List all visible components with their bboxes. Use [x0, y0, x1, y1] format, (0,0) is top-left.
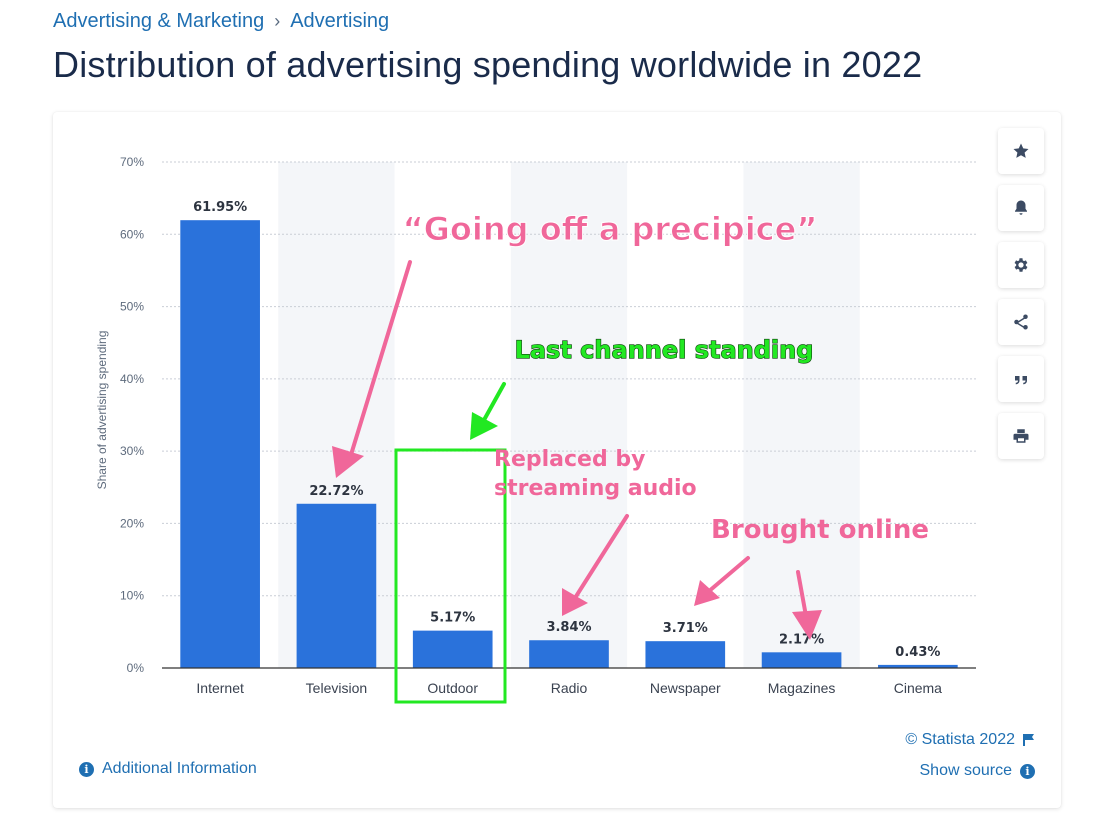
x-tick-label: Radio	[551, 680, 588, 696]
annotation-brought-online: Brought online	[711, 515, 929, 545]
quote-icon	[1015, 376, 1027, 385]
bar-cinema[interactable]	[878, 664, 958, 668]
x-tick-label: Outdoor	[427, 680, 478, 696]
additional-info-label: Additional Information	[102, 760, 257, 777]
y-tick-label: 10%	[120, 589, 144, 603]
outdoor-highlight-box	[394, 448, 507, 704]
arrow-to-radio	[562, 514, 629, 616]
arrow-to-newspaper	[694, 556, 750, 606]
breadcrumb-link-subcategory[interactable]: Advertising	[290, 10, 390, 32]
y-axis-label: Share of advertising spending	[95, 331, 109, 490]
breadcrumb: Advertising & Marketing › Advertising	[53, 10, 389, 33]
info-icon: i	[79, 761, 94, 777]
share-button[interactable]	[998, 299, 1044, 345]
bell-icon	[1015, 200, 1027, 215]
print-button[interactable]	[998, 413, 1044, 459]
cite-button[interactable]	[998, 356, 1044, 402]
data-label: 61.95%	[193, 200, 247, 215]
copyright: © Statista 2022	[905, 731, 1035, 749]
y-tick-label: 30%	[120, 444, 144, 458]
breadcrumb-separator: ›	[274, 11, 281, 31]
y-tick-label: 60%	[120, 227, 144, 241]
y-tick-label: 40%	[120, 372, 144, 386]
x-tick-label: Internet	[196, 680, 244, 696]
x-tick-label: Newspaper	[650, 680, 721, 696]
y-tick-label: 0%	[127, 661, 145, 675]
annotation-precipice: “Going off a precipice”	[403, 210, 818, 248]
data-label: 3.71%	[663, 621, 708, 636]
bar-outdoor[interactable]	[412, 630, 493, 668]
settings-button[interactable]	[998, 242, 1044, 288]
category-band	[510, 162, 628, 668]
bar-television[interactable]	[296, 503, 377, 668]
bar-newspaper[interactable]	[645, 641, 726, 668]
star-icon	[1013, 143, 1029, 158]
show-source-label: Show source	[919, 762, 1013, 779]
share-icon	[1014, 314, 1028, 330]
print-icon	[1013, 429, 1029, 443]
bar-internet[interactable]	[180, 220, 260, 668]
copyright-text: © Statista 2022	[905, 731, 1015, 748]
gear-icon	[1014, 258, 1028, 272]
x-tick-label: Television	[306, 680, 367, 696]
data-label: 22.72%	[309, 484, 363, 499]
additional-info-link[interactable]: i Additional Information	[79, 760, 257, 778]
page-title: Distribution of advertising spending wor…	[53, 44, 923, 85]
data-label: 2.17%	[779, 632, 824, 647]
favorite-button[interactable]	[998, 128, 1044, 174]
arrow-to-magazines	[792, 570, 822, 640]
annotations: “Going off a precipice” Last channel sta…	[332, 210, 929, 704]
bar-magazines[interactable]	[761, 652, 842, 668]
bar-radio[interactable]	[529, 640, 609, 668]
notification-button[interactable]	[998, 185, 1044, 231]
data-label: 5.17%	[430, 611, 475, 626]
y-tick-label: 70%	[120, 155, 144, 169]
data-label: 0.43%	[895, 645, 940, 660]
data-label: 3.84%	[546, 620, 591, 635]
x-tick-label: Magazines	[768, 680, 836, 696]
annotation-replaced-line2: streaming audio	[494, 476, 697, 501]
y-tick-label: 50%	[120, 300, 144, 314]
arrow-to-outdoor	[470, 382, 506, 440]
annotation-last-channel: Last channel standing	[515, 336, 814, 364]
annotation-replaced-line1: Replaced by	[494, 447, 645, 472]
y-tick-label: 20%	[120, 516, 144, 530]
show-source-link[interactable]: Show source i	[919, 762, 1035, 780]
info-icon: i	[1020, 763, 1035, 779]
arrow-to-television	[332, 260, 412, 478]
breadcrumb-link-category[interactable]: Advertising & Marketing	[53, 10, 265, 32]
chart-tools	[998, 128, 1044, 459]
x-tick-label: Cinema	[894, 680, 942, 696]
flag-icon	[1023, 734, 1034, 746]
